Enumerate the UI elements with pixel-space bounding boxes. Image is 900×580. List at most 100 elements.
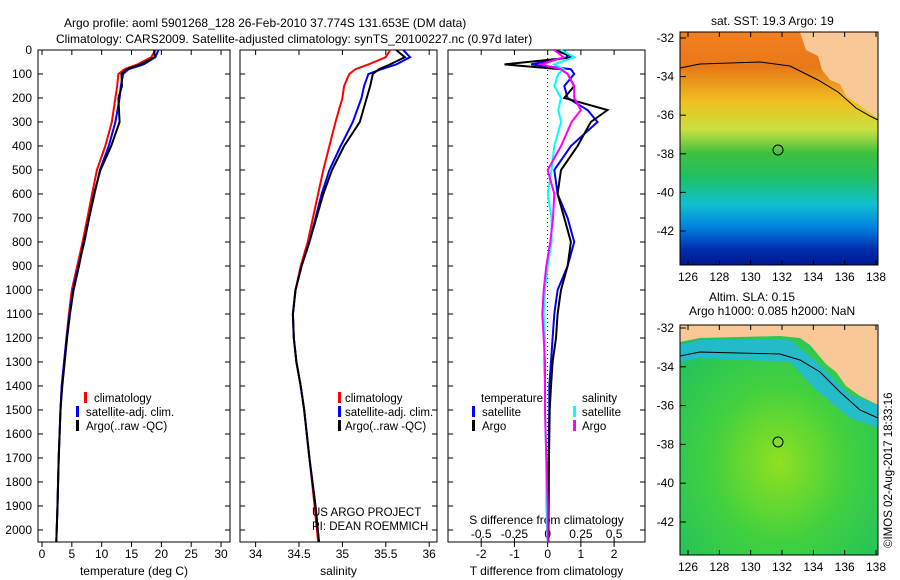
legend-sal-argo: Argo — [582, 421, 606, 433]
temperature-legend: climatology satellite-adj. clim. Argo(..… — [76, 392, 174, 433]
legend-satellite: satellite-adj. clim. — [86, 407, 174, 419]
lat-tick-label: -32 — [657, 321, 675, 335]
depth-tick-label: 1900 — [5, 499, 32, 513]
depth-tick-label: 1000 — [5, 283, 32, 297]
title-line-2: Climatology: CARS2009. Satellite-adjuste… — [56, 32, 532, 46]
lon-tick-label: 132 — [772, 270, 792, 284]
sst-map-title: sat. SST: 19.3 Argo: 19 — [711, 14, 834, 28]
x-tick-label: 15 — [125, 547, 139, 561]
lat-tick-label: -32 — [657, 31, 675, 45]
lat-tick-label: -36 — [657, 108, 675, 122]
x-tick-label: 35 — [336, 547, 350, 561]
x-tick-label: -1 — [509, 547, 520, 561]
lon-tick-label: 134 — [803, 560, 823, 574]
x2-tick-label: -0.5 — [471, 527, 492, 541]
legend-swatch-argo — [76, 420, 79, 431]
lon-tick-label: 126 — [678, 560, 698, 574]
x-axis-label: temperature (deg C) — [80, 564, 188, 578]
sla-map-title-2: Argo h1000: 0.085 h2000: NaN — [689, 304, 855, 318]
salinity-panel: 34 34.5 35 35.5 36 salinity — [239, 49, 438, 578]
depth-tick-label: 200 — [12, 91, 32, 105]
lon-tick-label: 136 — [835, 270, 855, 284]
plot-frame — [239, 49, 438, 543]
depth-tick-label: 500 — [12, 163, 32, 177]
depth-tick-label: 900 — [12, 259, 32, 273]
plot-frame — [447, 49, 646, 543]
argo-position-marker — [772, 436, 784, 448]
x-tick-label: 35.5 — [374, 547, 398, 561]
x-tick-label: 36 — [423, 547, 437, 561]
x-tick-label: 10 — [95, 547, 109, 561]
legend-salinity-heading: salinity — [582, 393, 617, 405]
x-tick-label: -2 — [476, 547, 487, 561]
depth-tick-label: 400 — [12, 139, 32, 153]
argo-position-marker — [772, 144, 784, 156]
shelf-contour — [679, 351, 879, 419]
depth-tick-label: 600 — [12, 187, 32, 201]
legend-temperature-heading: temperature — [481, 393, 543, 405]
lon-tick-label: 126 — [678, 270, 698, 284]
difference-legend: temperature satellite Argo salinity sate… — [472, 393, 621, 433]
lon-tick-label: 138 — [866, 560, 886, 574]
lat-tick-label: -34 — [657, 360, 675, 374]
lat-tick-label: -38 — [657, 147, 675, 161]
series-salinity-argo — [537, 49, 583, 542]
depth-tick-label: 800 — [12, 235, 32, 249]
credit-line-2: PI: DEAN ROEMMICH — [312, 521, 428, 533]
sla-map-frame — [679, 324, 879, 556]
legend-swatch-temp-satellite — [472, 406, 475, 417]
title-line-1: Argo profile: aoml 5901268_128 26-Feb-20… — [64, 16, 466, 30]
lon-tick-label: 138 — [866, 270, 886, 284]
depth-tick-label: 0 — [25, 43, 32, 57]
salinity-legend: climatology satellite-adj. clim. Argo(..… — [312, 392, 433, 533]
legend-temp-satellite: satellite — [482, 407, 521, 419]
depth-tick-label: 1700 — [5, 451, 32, 465]
series-argo-raw-qc- — [291, 49, 407, 543]
lon-tick-label: 136 — [835, 560, 855, 574]
x-tick-label: 0 — [544, 547, 551, 561]
x-tick-label: 0 — [39, 547, 46, 561]
depth-tick-label: 1100 — [6, 307, 32, 321]
legend-swatch-climatology — [338, 392, 341, 403]
depth-tick-label: 1800 — [5, 475, 32, 489]
x-tick-label: 20 — [155, 547, 169, 561]
lon-tick-label: 128 — [709, 560, 729, 574]
lat-tick-label: -42 — [657, 515, 675, 529]
lon-tick-label: 128 — [709, 270, 729, 284]
lat-tick-label: -40 — [657, 185, 675, 199]
x-tick-label: 25 — [185, 547, 199, 561]
lat-tick-label: -42 — [657, 224, 675, 238]
x2-tick-label: 0.5 — [606, 527, 623, 541]
shelf-band — [680, 340, 878, 428]
plot-frame — [37, 49, 231, 543]
legend-swatch-sal-argo — [573, 420, 576, 431]
legend-satellite: satellite-adj. clim. — [345, 407, 433, 419]
legend-swatch-temp-argo — [472, 420, 475, 431]
lon-tick-label: 130 — [741, 560, 761, 574]
lon-tick-label: 134 — [803, 270, 823, 284]
x-tick-label: 34 — [249, 547, 263, 561]
series-argo-raw-qc- — [55, 49, 156, 543]
x-tick-label: 5 — [68, 547, 75, 561]
land — [680, 325, 878, 405]
legend-climatology: climatology — [94, 393, 152, 405]
depth-tick-label: 300 — [12, 115, 32, 129]
depth-tick-label: 1400 — [5, 379, 32, 393]
lat-tick-label: -40 — [657, 476, 675, 490]
legend-argo: Argo(..raw -QC) — [345, 421, 426, 433]
legend-swatch-satellite — [338, 406, 341, 417]
x-tick-label: 2 — [611, 547, 618, 561]
depth-tick-label: 1500 — [5, 403, 32, 417]
timestamp: ©IMOS 02-Aug-2017 18:33:16 — [883, 392, 895, 548]
legend-argo: Argo(..raw -QC) — [86, 421, 167, 433]
depth-tick-label: 1300 — [5, 355, 32, 369]
lat-tick-label: -38 — [657, 437, 675, 451]
credit-line-1: US ARGO PROJECT — [312, 507, 421, 519]
legend-sal-satellite: satellite — [582, 407, 621, 419]
sst-map-frame — [679, 31, 879, 266]
sla-map: Altim. SLA: 0.15 Argo h1000: 0.085 h2000… — [657, 290, 887, 574]
sla-map-title-1: Altim. SLA: 0.15 — [709, 290, 795, 304]
land — [800, 32, 878, 118]
lon-tick-label: 130 — [741, 270, 761, 284]
